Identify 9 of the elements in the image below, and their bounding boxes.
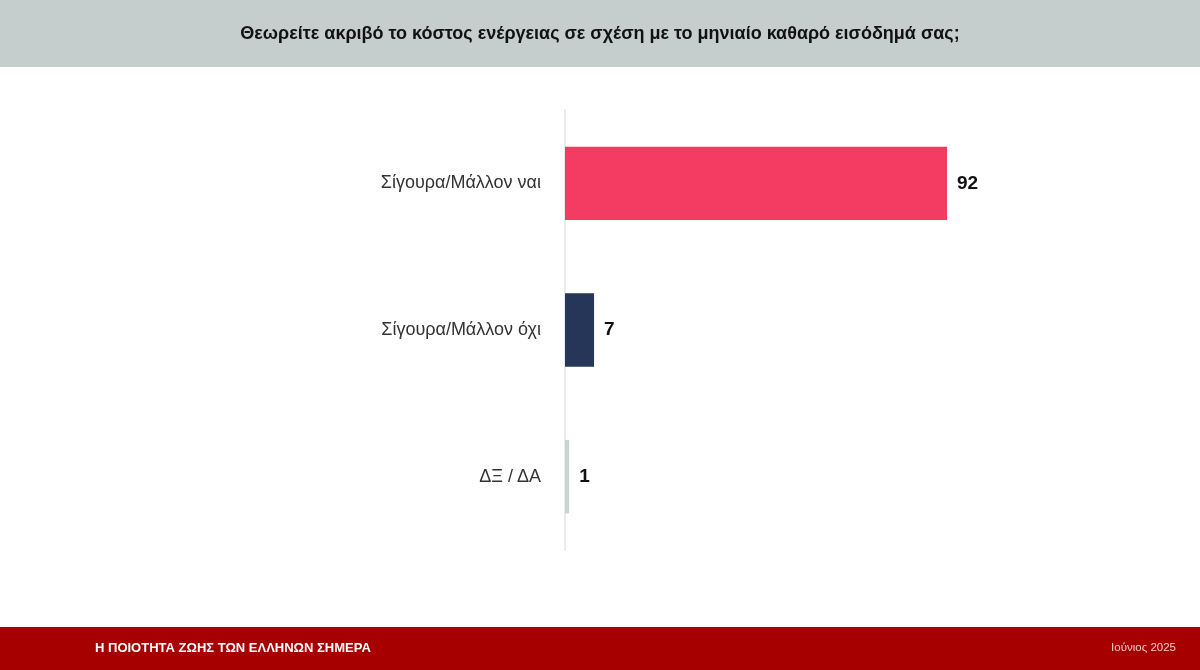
text: Η ΠΟΙΟΤΗΤΑ ΖΩΗΣ ΤΩΝ ΕΛΛΗΝΩΝ ΣΗΜΕΡΑ — [95, 640, 371, 655]
text: Ιούνιος 2025 — [1111, 641, 1176, 653]
data-label: 7 — [604, 318, 615, 340]
y-tick-label: ΔΞ / ΔΑ — [479, 465, 541, 486]
data-label: 92 — [957, 171, 979, 193]
chart-title: Θεωρείτε ακριβό το κόστος ενέργειας σε σχέση με το μηνιαίο καθαρό εισόδημά σας; — [240, 23, 960, 44]
data-label: 1 — [579, 464, 591, 486]
y-tick-label: Σίγουρα/Μάλλον όχι — [381, 318, 541, 339]
y-tick-label: Σίγουρα/Μάλλον ναι — [380, 172, 541, 193]
